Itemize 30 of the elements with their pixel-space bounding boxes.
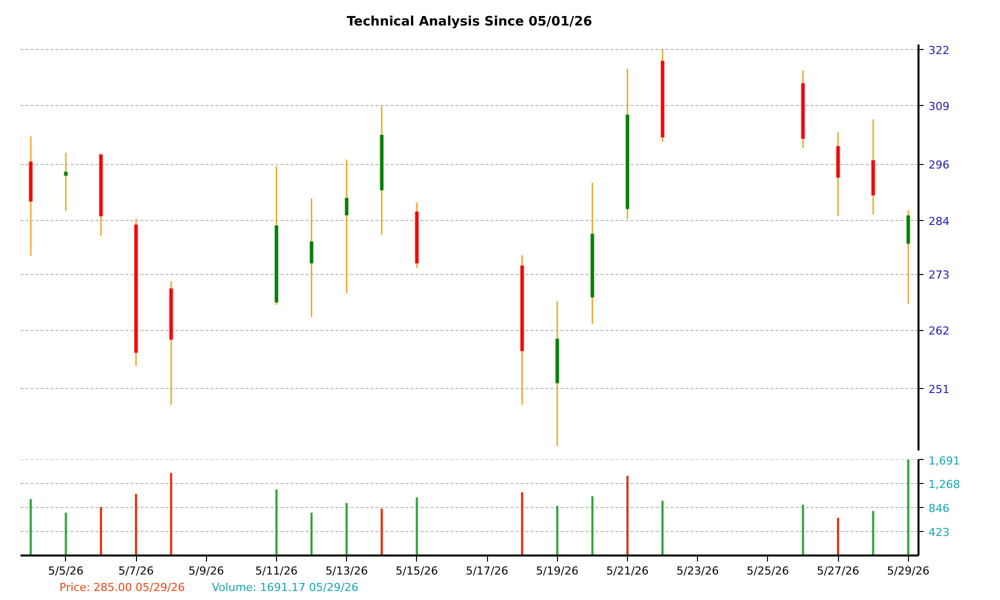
x-tick-label: 5/19/26 xyxy=(536,564,578,578)
x-tick-label: 5/15/26 xyxy=(396,564,438,578)
x-tick-label: 5/29/26 xyxy=(887,564,930,578)
y-tick-label: 846 xyxy=(928,502,950,515)
candlestick xyxy=(344,158,349,294)
y-tick-label: 322 xyxy=(928,44,950,58)
y-tick-label: 284 xyxy=(928,214,950,228)
text: Volume: 1691.17 05/29/26 xyxy=(212,581,358,594)
y-tick-label: 251 xyxy=(928,382,950,396)
x-tick-label: 5/9/26 xyxy=(188,564,224,578)
y-tick-label: 262 xyxy=(928,324,950,338)
y-tick-label: 296 xyxy=(928,158,950,172)
x-tick-label: 5/5/26 xyxy=(48,564,84,578)
x-tick-label: 5/7/26 xyxy=(118,564,154,578)
text: Price: 285.00 05/29/26 xyxy=(60,581,185,594)
chart-title: Technical Analysis Since 05/01/26 xyxy=(346,14,592,30)
x-tick-label: 5/23/26 xyxy=(676,564,719,578)
candlestick xyxy=(309,198,314,318)
x-tick-label: 5/11/26 xyxy=(255,564,298,578)
candlestick xyxy=(64,152,68,212)
y-tick-label: 1,691 xyxy=(928,454,960,468)
y-tick-label: 273 xyxy=(928,268,950,282)
y-tick-label: 1,268 xyxy=(928,478,960,492)
y-tick-label: 423 xyxy=(928,526,950,539)
x-tick-label: 5/25/26 xyxy=(746,564,790,578)
y-tick-label: 309 xyxy=(928,100,950,114)
x-tick-label: 5/13/26 xyxy=(325,564,368,578)
x-tick-label: 5/17/26 xyxy=(466,564,508,578)
x-tick-label: 5/27/26 xyxy=(816,564,860,578)
x-tick-label: 5/21/26 xyxy=(606,564,649,578)
